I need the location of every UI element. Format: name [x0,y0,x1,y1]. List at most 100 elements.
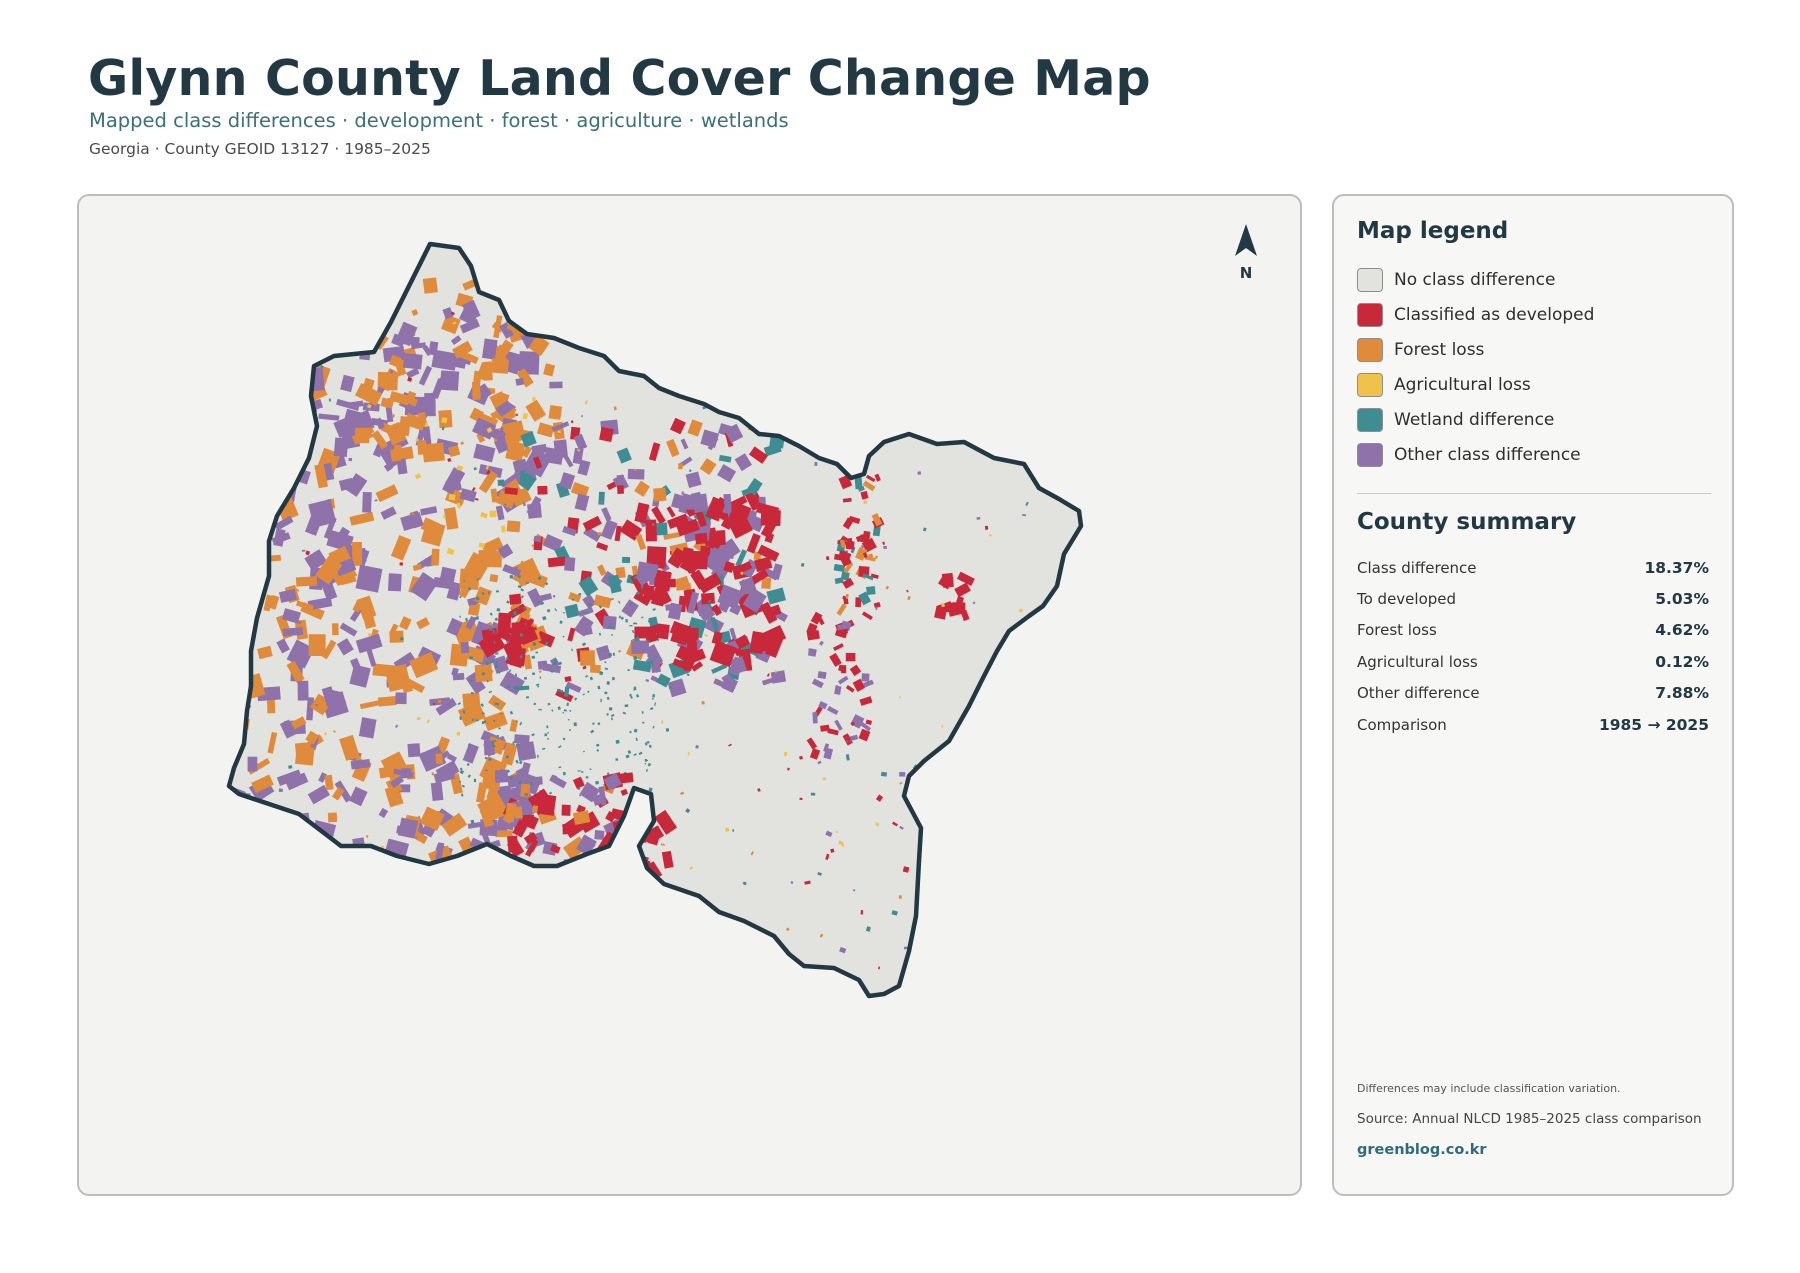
change-patch [672,658,688,670]
change-patch [934,606,948,620]
change-patch [862,573,874,581]
change-patch [515,743,520,747]
change-patch [324,774,334,791]
change-patch [362,614,377,630]
change-patch [480,703,484,707]
change-patch [416,617,430,630]
change-patch [892,821,898,827]
change-patch [389,775,405,788]
change-patch [505,440,526,462]
change-patch [463,580,466,583]
change-patch [1018,608,1024,613]
change-patch [389,369,394,374]
change-patch [403,518,406,521]
change-patch [518,472,537,491]
change-patch [496,703,499,706]
change-patch [874,555,878,560]
county-map[interactable] [79,196,1302,1196]
legend-label: No class difference [1394,269,1556,290]
change-patch [624,704,629,708]
change-patch [495,660,499,665]
change-patch [616,772,634,784]
source-credit: Source: Annual NLCD 1985–2025 class comp… [1357,1111,1702,1127]
change-patch [251,389,275,408]
change-patch [495,344,505,357]
change-patch [509,481,513,485]
summary-value: 7.88% [1655,684,1709,703]
change-patch [494,665,499,669]
change-patch [474,602,477,606]
change-patch [786,767,790,771]
change-patch [870,573,879,579]
change-patch [817,617,825,626]
change-patch [465,617,468,622]
change-patch [516,274,538,292]
change-patch [502,420,526,444]
change-patch [533,456,543,469]
change-patch [535,630,556,648]
change-patch [257,645,273,660]
change-patch [552,662,557,666]
change-patch [540,601,545,606]
change-patch [470,691,474,695]
change-patch [669,550,672,555]
change-patch [267,731,278,754]
summary-title: County summary [1357,509,1577,535]
change-patch [526,582,529,584]
change-patch [475,719,479,722]
change-patch [570,420,574,424]
change-patch [839,539,846,548]
change-patch [649,707,654,710]
change-patch [899,696,901,699]
change-patch [295,576,318,587]
change-patch [248,437,269,462]
brand-link[interactable]: greenblog.co.kr [1357,1142,1487,1158]
change-patch [399,562,404,566]
change-patch [543,363,556,377]
change-patch [630,695,633,699]
change-patch [875,439,880,443]
change-patch [501,742,518,766]
change-patch [646,546,667,569]
change-patch [618,615,621,619]
change-patch [506,600,510,604]
change-patch [372,296,391,316]
change-patch [845,754,850,761]
change-patch [459,568,480,590]
change-patch [644,644,664,667]
summary-label: Forest loss [1357,621,1437,640]
change-patch [244,334,257,349]
change-patch [452,340,473,359]
change-patch [467,821,481,829]
change-patch [497,479,505,486]
change-patch [473,778,477,783]
change-patch [551,709,554,712]
change-patch [562,711,565,714]
change-patch [508,669,512,673]
change-patch [638,751,643,756]
change-patch [288,765,293,769]
change-patch [583,750,585,753]
change-patch [596,541,609,551]
map-panel[interactable] [77,194,1302,1196]
change-patch [859,696,873,706]
change-patch [547,556,567,568]
change-patch [842,497,852,503]
change-patch [680,791,685,796]
change-patch [648,787,653,792]
change-patch [229,552,245,573]
change-patch [588,602,592,607]
change-patch [728,743,732,747]
change-patch [741,393,745,397]
change-patch [502,563,522,578]
change-patch [584,400,588,405]
change-patch [862,679,874,688]
change-patch [229,549,243,559]
change-patch [367,632,372,637]
change-patch [486,786,499,801]
change-patch [315,703,319,707]
change-patch [614,525,622,542]
change-patch [278,588,297,603]
change-patch [689,866,694,870]
change-patch [577,770,581,772]
